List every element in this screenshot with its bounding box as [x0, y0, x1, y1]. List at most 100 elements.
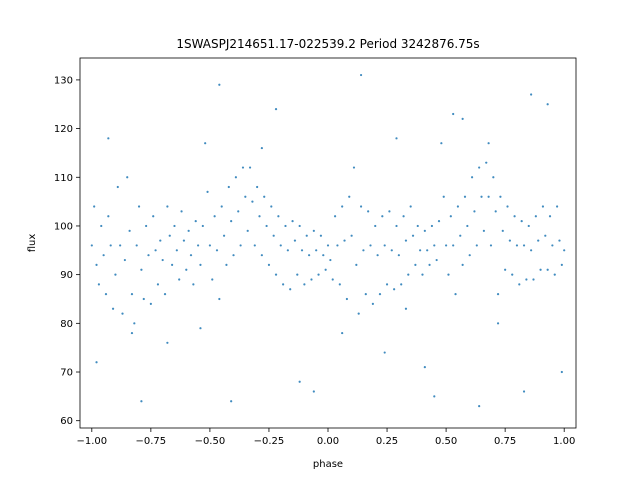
data-point	[489, 244, 493, 247]
data-points	[90, 73, 566, 408]
data-point	[480, 195, 483, 198]
data-point	[215, 249, 219, 252]
data-point	[534, 215, 537, 218]
data-point	[211, 278, 214, 281]
data-point	[102, 254, 105, 257]
x-tick-label: 1.00	[553, 436, 575, 447]
data-point	[530, 93, 533, 96]
data-point	[357, 312, 360, 315]
data-point	[445, 244, 448, 247]
data-point	[395, 137, 398, 140]
data-point	[319, 234, 323, 237]
data-point	[326, 244, 330, 247]
data-point	[308, 254, 311, 257]
data-point	[352, 166, 356, 169]
data-point	[461, 117, 464, 120]
data-point	[423, 229, 426, 232]
data-point	[537, 239, 540, 242]
data-point	[433, 244, 436, 247]
data-point	[442, 195, 445, 198]
data-point	[111, 307, 115, 310]
data-point	[359, 205, 363, 208]
data-point	[482, 229, 485, 232]
data-point	[272, 234, 275, 237]
data-point	[248, 166, 252, 169]
data-point	[485, 161, 488, 164]
data-point	[466, 224, 469, 228]
data-point	[527, 224, 530, 228]
data-point	[409, 205, 412, 208]
data-point	[159, 239, 162, 242]
data-point	[532, 278, 535, 281]
data-point	[298, 224, 301, 228]
data-point	[551, 244, 554, 247]
data-point	[156, 283, 160, 286]
data-point	[222, 234, 226, 237]
data-point	[454, 293, 457, 296]
data-point	[161, 258, 164, 262]
data-point	[180, 210, 183, 213]
data-point	[470, 176, 474, 179]
data-point	[329, 258, 332, 262]
data-point	[145, 224, 148, 228]
plot-frame	[79, 57, 577, 429]
data-point	[237, 210, 240, 213]
data-point	[230, 400, 233, 403]
data-point	[341, 205, 344, 208]
data-point	[232, 254, 235, 257]
data-point	[171, 263, 174, 267]
data-point	[194, 219, 197, 223]
y-tick-label: 80	[60, 319, 73, 330]
data-point	[220, 205, 223, 208]
data-point	[359, 73, 363, 77]
data-point	[338, 283, 341, 286]
data-point	[218, 297, 221, 301]
data-point	[149, 302, 152, 305]
data-point	[371, 302, 374, 305]
data-point	[109, 244, 112, 247]
data-point	[178, 278, 181, 281]
data-point	[348, 195, 351, 198]
data-point	[137, 205, 141, 208]
data-point	[428, 263, 431, 267]
data-point	[350, 234, 353, 237]
data-point	[140, 400, 143, 403]
data-point	[201, 224, 204, 228]
data-point	[416, 224, 419, 228]
data-point	[166, 205, 169, 208]
y-tick-label: 100	[54, 221, 73, 232]
x-tick-label: 0.75	[494, 436, 516, 447]
data-point	[246, 229, 249, 232]
data-point	[463, 195, 467, 198]
data-point	[305, 234, 308, 237]
data-point	[374, 224, 377, 228]
data-point	[270, 205, 273, 208]
data-point	[452, 244, 455, 247]
data-point	[244, 195, 247, 198]
data-point	[284, 224, 287, 228]
data-point	[404, 239, 408, 242]
data-point	[530, 249, 533, 252]
data-point	[274, 108, 278, 111]
data-point	[315, 249, 318, 252]
data-point	[478, 404, 481, 408]
data-point	[378, 293, 382, 296]
data-point	[343, 239, 346, 242]
data-point	[204, 142, 207, 145]
data-point	[556, 205, 559, 208]
data-point	[107, 137, 110, 140]
data-point	[383, 244, 386, 247]
data-point	[189, 254, 193, 257]
data-point	[152, 215, 155, 218]
data-point	[173, 224, 176, 228]
data-point	[518, 283, 521, 286]
data-point	[440, 142, 443, 145]
data-point	[277, 215, 280, 218]
data-point	[310, 278, 313, 281]
x-tick-label: −0.25	[254, 436, 285, 447]
data-point	[473, 210, 476, 213]
data-point	[407, 273, 410, 276]
data-point	[100, 224, 103, 228]
data-point	[376, 254, 379, 257]
